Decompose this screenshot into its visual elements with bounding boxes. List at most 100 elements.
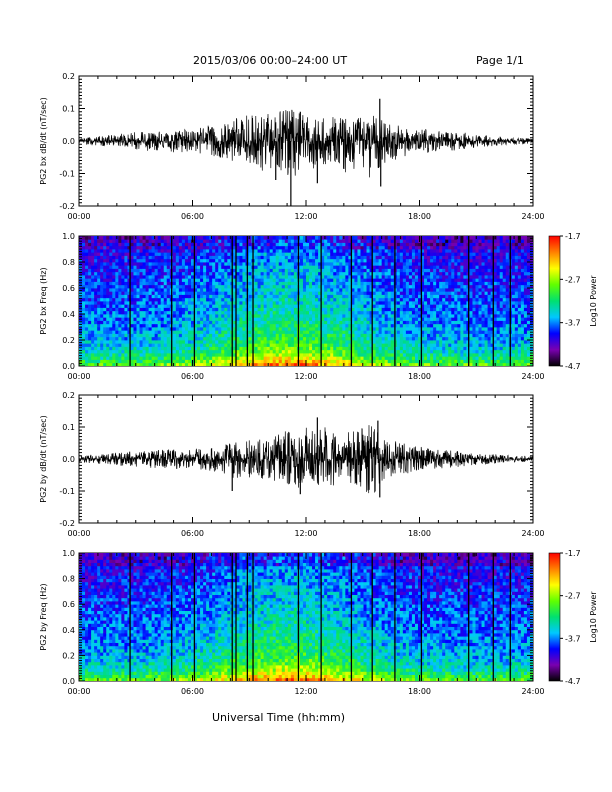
spectrogram-cell — [218, 327, 222, 331]
spectrogram-cell — [281, 333, 286, 338]
spectrogram-cell — [206, 317, 210, 321]
spectrogram-cell — [172, 258, 177, 263]
spectrogram-cell — [302, 297, 307, 302]
spectrogram-cell — [408, 271, 413, 276]
spectrogram-cell — [254, 301, 258, 305]
spectrogram-cell — [187, 271, 192, 276]
spectrogram-cell — [315, 271, 319, 276]
spectrogram-cell — [408, 258, 413, 263]
spectrogram-cell — [336, 359, 340, 364]
spectrogram-cell — [227, 304, 231, 308]
spectrogram-cell — [405, 304, 410, 308]
spectrogram-cell — [417, 346, 422, 351]
spectrogram-cell — [233, 288, 237, 292]
spectrogram-cell — [200, 310, 204, 315]
spectrogram-cell — [97, 356, 101, 360]
spectrogram-cell — [178, 294, 183, 299]
spectrogram-cell — [106, 249, 110, 253]
spectrogram-cell — [206, 343, 210, 347]
spectrogram-cell — [436, 307, 440, 312]
spectrogram-cell — [100, 262, 104, 266]
spectrogram-cell — [436, 268, 440, 273]
spectrogram-cell — [336, 307, 340, 312]
spectrogram-cell — [127, 362, 131, 366]
spectrogram-cell — [421, 343, 425, 347]
spectrogram-cell — [399, 353, 404, 357]
spectrogram-cell — [239, 249, 243, 253]
spectrogram-cell — [290, 249, 295, 253]
spectrogram-cell — [290, 275, 295, 279]
spectrogram-cell — [327, 323, 331, 328]
spectrogram-cell — [154, 236, 159, 240]
spectrogram-cell — [339, 320, 343, 325]
spectrogram-cell — [354, 353, 358, 357]
spectrogram-cell — [181, 346, 186, 351]
spectrogram-cell — [242, 268, 246, 273]
spectrogram-cell — [293, 330, 298, 334]
spectrogram-cell — [136, 314, 140, 318]
spectrogram-cell — [424, 353, 428, 357]
spectrogram-cell — [366, 301, 370, 305]
spectrogram-cell — [266, 301, 271, 305]
spectrogram-cell — [348, 346, 352, 351]
spectrogram-cell — [417, 297, 422, 302]
spectrogram-cell — [181, 356, 186, 360]
spectrogram-cell — [194, 359, 198, 364]
spectrogram-cell — [175, 336, 180, 341]
spectrogram-cell — [408, 291, 413, 295]
spectrogram-cell — [148, 301, 153, 305]
spectrogram-cell — [430, 294, 434, 299]
spectrogram-cell — [215, 275, 219, 279]
spectrogram-cell — [408, 340, 413, 344]
spectrogram-cell — [248, 310, 252, 315]
spectrogram-cell — [124, 281, 128, 286]
spectrogram-cell — [178, 307, 183, 312]
spectrogram-cell — [187, 249, 192, 253]
spectrogram-cell — [312, 268, 316, 273]
spectrogram-cell — [121, 265, 125, 269]
spectrogram-cell — [402, 275, 407, 279]
spectrogram-cell — [257, 294, 261, 299]
spectrogram-cell — [327, 291, 331, 295]
spectrogram-cell — [151, 281, 156, 286]
spectrogram-cell — [439, 304, 443, 308]
spectrogram-cell — [281, 268, 286, 273]
spectrogram-cell — [215, 284, 219, 289]
spectrogram-cell — [414, 310, 419, 315]
spectrogram-cell — [203, 349, 207, 354]
spectrogram-cell — [318, 340, 322, 344]
spectrogram-cell — [260, 349, 265, 354]
spectrogram-cell — [109, 340, 113, 344]
spectrogram-cell — [190, 249, 195, 253]
spectrogram-cell — [315, 343, 319, 347]
spectrogram-cell — [333, 343, 337, 347]
spectrogram-cell — [433, 252, 437, 256]
spectrogram-cell — [372, 340, 377, 344]
spectrogram-cell — [94, 288, 98, 292]
spectrogram-cell — [302, 258, 307, 263]
spectrogram-cell — [85, 340, 89, 344]
spectrogram-cell — [363, 252, 367, 256]
spectrogram-cell — [405, 349, 410, 354]
spectrogram-cell — [127, 359, 131, 364]
spectrogram-cell — [166, 359, 171, 364]
spectrogram-cell — [427, 278, 431, 282]
spectrogram-cell — [433, 340, 437, 344]
spectrogram-cell — [209, 336, 213, 341]
spectrogram-cell — [200, 236, 204, 240]
spectrogram-cell — [414, 255, 419, 260]
spectrogram-cell — [402, 320, 407, 325]
spectrogram-cell — [142, 297, 146, 302]
spectrogram-cell — [306, 353, 310, 357]
spectrogram-cell — [260, 297, 265, 302]
spectrogram-cell — [266, 356, 271, 360]
spectrogram-cell — [439, 327, 443, 331]
spectrogram-cell — [375, 356, 380, 360]
spectrogram-cell — [151, 304, 156, 308]
spectrogram-cell — [366, 239, 370, 243]
spectrogram-cell — [175, 242, 180, 247]
spectrogram-cell — [411, 265, 416, 269]
spectrogram-cell — [324, 353, 328, 357]
spectrogram-cell — [339, 330, 343, 334]
spectrogram-cell — [209, 346, 213, 351]
